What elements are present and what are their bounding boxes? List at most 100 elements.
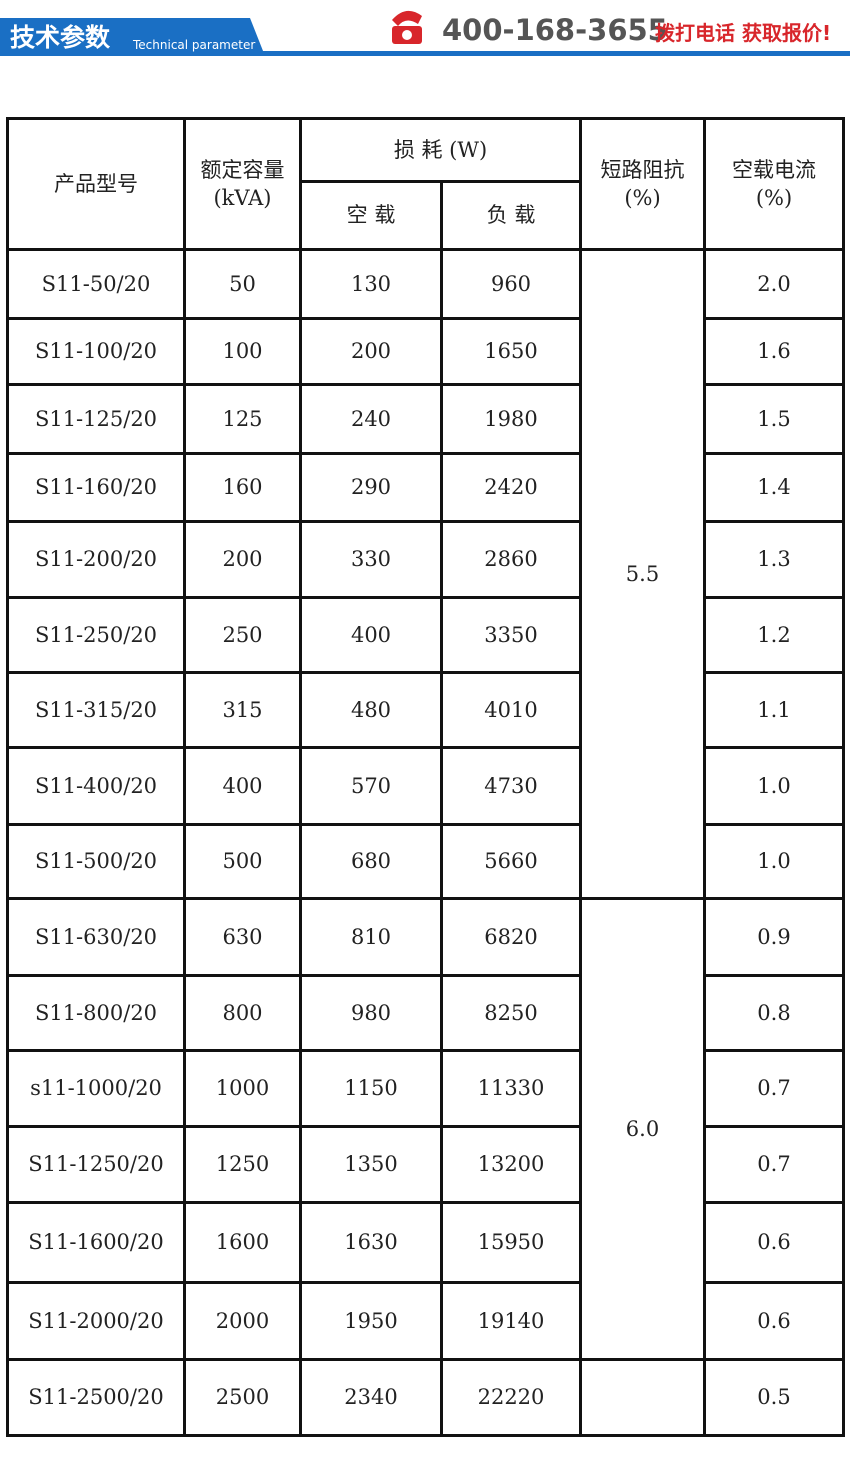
data-cell: 1.3 (703, 520, 845, 599)
data-cell: 630 (183, 897, 302, 977)
table-row: S11-315/20 315 480 4010 1.1 (6, 671, 845, 749)
cell-text: S11-2500/20 (28, 1385, 164, 1410)
data-cell: 2500 (183, 1358, 302, 1437)
header-cell: 损 耗 (W) (299, 117, 582, 183)
data-cell: 6820 (440, 897, 582, 977)
cell-text: 1.1 (757, 697, 791, 722)
data-cell: 1630 (299, 1201, 443, 1284)
table-row: S11-400/20 400 570 4730 1.0 (6, 746, 845, 826)
cell-text: 480 (350, 697, 392, 722)
cell-text: 2.0 (757, 271, 791, 296)
data-cell: 570 (299, 746, 443, 826)
data-cell: 13200 (440, 1125, 582, 1204)
cell-text: 2340 (344, 1385, 398, 1410)
data-cell: 315 (183, 671, 302, 749)
cell-text: s11-1000/20 (30, 1076, 162, 1101)
data-cell: 0.7 (703, 1125, 845, 1204)
cell-text: 0.6 (757, 1230, 791, 1255)
data-cell: S11-2000/20 (6, 1281, 186, 1361)
phone-icon (392, 10, 422, 44)
cell-text: 22220 (477, 1385, 545, 1410)
data-cell: 1600 (183, 1201, 302, 1284)
table-row: S11-1600/20 1600 1630 15950 0.6 (6, 1201, 845, 1284)
data-cell: 500 (183, 823, 302, 900)
cell-text: S11-800/20 (34, 1000, 158, 1025)
cell-text: S11-1250/20 (28, 1152, 164, 1177)
impedance-cell: 6.0 (579, 897, 706, 1361)
data-cell: 100 (183, 317, 302, 386)
cell-text: 400 (350, 622, 392, 647)
cell-text: 1000 (215, 1076, 270, 1101)
table-row: S11-800/20 800 980 8250 0.8 (6, 974, 845, 1052)
impedance-cell: 5.5 (579, 248, 706, 900)
data-cell: 3350 (440, 596, 582, 674)
cell-text: 产品型号 (54, 171, 138, 196)
data-cell: S11-1600/20 (6, 1201, 186, 1284)
cell-text: 2000 (215, 1308, 270, 1333)
data-cell: 960 (440, 248, 582, 320)
cell-text: 1.6 (757, 339, 791, 364)
cell-text: 空载电流 (732, 157, 816, 182)
data-cell: 2420 (440, 452, 582, 523)
cell-text: 损 耗 (W) (393, 137, 488, 162)
cell-text: 130 (350, 271, 392, 296)
data-cell: 2000 (183, 1281, 302, 1361)
cell-text: 0.9 (757, 924, 791, 949)
data-cell: 480 (299, 671, 443, 749)
data-cell: S11-200/20 (6, 520, 186, 599)
cell-text: 50 (229, 271, 256, 296)
data-cell: S11-50/20 (6, 248, 186, 320)
cell-text: 2420 (484, 475, 538, 500)
data-cell: 8250 (440, 974, 582, 1052)
cell-text: 0.6 (757, 1308, 791, 1333)
cell-text: 160 (222, 475, 263, 500)
data-cell: 160 (183, 452, 302, 523)
cell-text: 0.5 (757, 1385, 791, 1410)
data-cell: 0.7 (703, 1049, 845, 1128)
cell-text: 290 (350, 475, 392, 500)
cell-text: 空 载 (346, 203, 396, 228)
data-cell: 0.6 (703, 1201, 845, 1284)
cell-text: S11-1600/20 (28, 1230, 164, 1255)
table-row: s11-1000/20 1000 1150 11330 0.7 (6, 1049, 845, 1128)
header-subtitle: Technical parameter (132, 38, 255, 52)
cell-text: 1600 (215, 1230, 270, 1255)
data-cell: 240 (299, 383, 443, 455)
data-cell: 0.6 (703, 1281, 845, 1361)
cell-text: S11-250/20 (34, 622, 158, 647)
table-row: S11-1250/20 1250 1350 13200 0.7 (6, 1125, 845, 1204)
data-cell: 11330 (440, 1049, 582, 1128)
data-cell: 200 (299, 317, 443, 386)
cell-text: 1150 (344, 1076, 398, 1101)
cell-text: 负 载 (486, 203, 536, 228)
data-cell: 810 (299, 897, 443, 977)
data-cell: 800 (183, 974, 302, 1052)
cell-text: 0.7 (757, 1152, 791, 1177)
cell-text: 13200 (477, 1152, 545, 1177)
data-cell: S11-100/20 (6, 317, 186, 386)
table-row: S11-2500/20 2500 2340 22220 0.5 (6, 1358, 845, 1437)
cell-text: S11-100/20 (34, 339, 158, 364)
header: 技术参数 Technical parameter 400-168-3655 拨打… (0, 10, 850, 56)
cell-text: S11-2000/20 (28, 1308, 164, 1333)
header-cell: 空 载 (299, 180, 443, 251)
data-cell: 400 (299, 596, 443, 674)
data-cell: 1000 (183, 1049, 302, 1128)
cell-text: 1.3 (757, 547, 791, 572)
data-cell: 22220 (440, 1358, 582, 1437)
cell-text: 短路阻抗 (600, 157, 685, 182)
data-cell: S11-160/20 (6, 452, 186, 523)
data-cell: 1950 (299, 1281, 443, 1361)
data-cell: 4730 (440, 746, 582, 826)
cell-text: 2860 (484, 547, 538, 572)
call-to-action: 拨打电话 获取报价! (655, 21, 831, 45)
data-cell: s11-1000/20 (6, 1049, 186, 1128)
cell-text: S11-400/20 (34, 773, 158, 798)
cell-text: 1.0 (757, 849, 791, 874)
header-cell: 短路阻抗 (%) (579, 117, 706, 251)
cell-text: 1.2 (757, 622, 791, 647)
data-cell: 1.4 (703, 452, 845, 523)
data-cell: 0.8 (703, 974, 845, 1052)
data-cell: 330 (299, 520, 443, 599)
